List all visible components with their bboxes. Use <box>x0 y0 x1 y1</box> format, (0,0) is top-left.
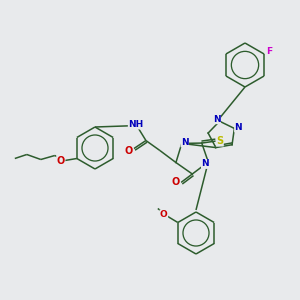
Text: F: F <box>266 47 272 56</box>
Text: S: S <box>216 136 223 146</box>
Text: N: N <box>201 160 209 169</box>
Text: O: O <box>57 155 65 166</box>
Text: N: N <box>213 115 220 124</box>
Text: O: O <box>172 177 180 188</box>
Text: N: N <box>181 138 189 147</box>
Text: O: O <box>160 210 168 219</box>
Text: NH: NH <box>128 120 144 129</box>
Text: N: N <box>235 123 242 132</box>
Text: O: O <box>125 146 133 155</box>
